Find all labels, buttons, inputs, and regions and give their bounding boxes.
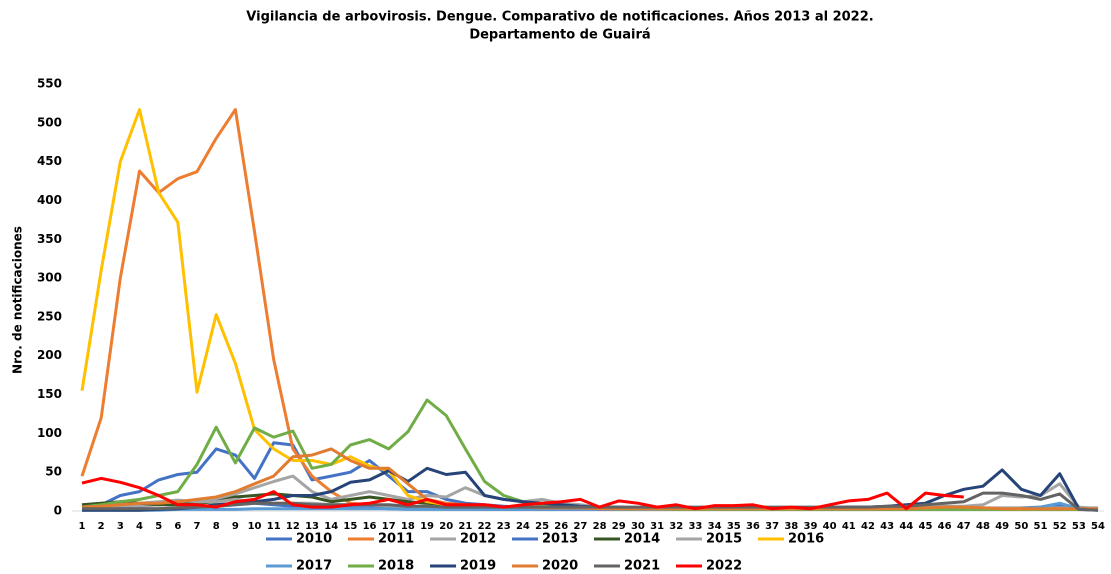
x-tick-label: 9 [232,521,239,532]
x-tick-label: 3 [117,521,124,532]
x-tick-label: 40 [823,521,837,532]
x-tick-label: 41 [842,521,856,532]
x-tick-label: 11 [267,521,281,532]
legend-label: 2015 [706,532,742,547]
y-tick-label: 200 [37,348,62,362]
legend-label: 2011 [378,532,414,547]
y-tick-label: 250 [37,309,62,323]
y-tick-label: 50 [45,465,62,479]
x-tick-label: 50 [1014,521,1028,532]
x-tick-label: 49 [995,521,1009,532]
x-tick-label: 34 [708,521,722,532]
y-axis-title: Nro. de notificaciones [11,226,25,374]
x-tick-label: 5 [155,521,162,532]
x-tick-label: 2 [98,521,105,532]
x-tick-label: 42 [861,521,875,532]
x-tick-label: 20 [439,521,453,532]
y-tick-label: 150 [37,387,62,401]
x-tick-label: 39 [803,521,817,532]
x-tick-label: 44 [899,521,913,532]
legend-label: 2019 [460,559,496,574]
y-tick-label: 500 [37,115,62,129]
legend-label: 2013 [542,532,578,547]
x-tick-label: 37 [765,521,779,532]
x-tick-label: 12 [286,521,300,532]
x-tick-label: 23 [497,521,511,532]
chart-title: Vigilancia de arbovirosis. Dengue. Compa… [246,10,873,25]
x-tick-label: 30 [631,521,645,532]
x-tick-label: 48 [976,521,990,532]
series-line [80,108,1098,511]
x-tick-label: 54 [1091,521,1105,532]
x-tick-label: 32 [669,521,683,532]
y-tick-label: 300 [37,271,62,285]
x-tick-label: 53 [1072,521,1086,532]
x-tick-label: 47 [957,521,971,532]
x-tick-label: 4 [136,521,143,532]
legend-label: 2020 [542,559,578,574]
legend-label: 2014 [624,532,660,547]
x-tick-label: 21 [458,521,472,532]
x-tick-label: 28 [593,521,607,532]
x-tick-label: 6 [174,521,181,532]
series-line [80,108,1098,511]
legend-label: 2018 [378,559,414,574]
x-tick-label: 25 [535,521,549,532]
x-tick-label: 26 [554,521,568,532]
x-tick-label: 38 [784,521,798,532]
x-tick-label: 1 [79,521,86,532]
legend-label: 2010 [296,532,332,547]
x-tick-label: 52 [1053,521,1067,532]
legend-label: 2016 [788,532,824,547]
x-tick-label: 29 [612,521,626,532]
x-tick-label: 36 [746,521,760,532]
x-tick-label: 43 [880,521,894,532]
x-tick-label: 7 [194,521,201,532]
series-line [82,491,1099,512]
x-tick-label: 19 [420,521,434,532]
x-tick-label: 13 [305,521,319,532]
y-tick-label: 100 [37,426,62,440]
x-tick-label: 14 [324,521,338,532]
x-tick-label: 45 [919,521,933,532]
y-tick-label: 0 [54,504,62,518]
legend-label: 2017 [296,559,332,574]
y-tick-label: 350 [37,232,62,246]
x-tick-label: 33 [688,521,702,532]
legend-label: 2022 [706,559,742,574]
x-tick-label: 31 [650,521,664,532]
y-tick-label: 550 [37,77,62,91]
legend-label: 2021 [624,559,660,574]
x-tick-label: 17 [382,521,396,532]
x-tick-label: 51 [1034,521,1048,532]
x-tick-label: 35 [727,521,741,532]
x-tick-label: 22 [478,521,492,532]
x-tick-label: 8 [213,521,220,532]
y-tick-label: 400 [37,193,62,207]
legend-label: 2012 [460,532,496,547]
x-tick-label: 10 [248,521,262,532]
x-tick-label: 27 [573,521,587,532]
series-line [81,476,964,511]
x-tick-label: 46 [938,521,952,532]
y-tick-label: 450 [37,154,62,168]
x-tick-label: 15 [343,521,357,532]
x-tick-label: 24 [516,521,530,532]
x-tick-label: 18 [401,521,415,532]
chart-title: Departamento de Guairá [469,28,650,43]
x-tick-label: 16 [363,521,377,532]
